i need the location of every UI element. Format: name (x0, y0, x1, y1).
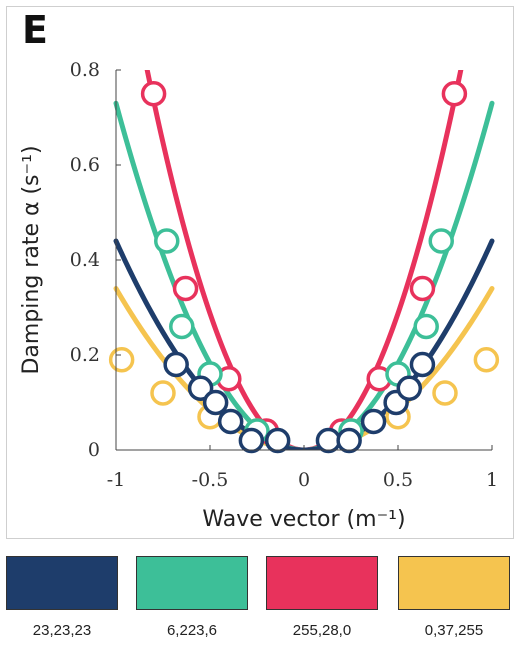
data-point-1-1 (172, 275, 199, 302)
y-tick-label-2: 0.4 (70, 249, 100, 271)
y-tick-label-0: 0 (88, 439, 100, 461)
data-point-0-0 (108, 347, 135, 373)
y-axis-title: Damping rate α (s⁻¹) (19, 145, 44, 374)
data-point-2-0 (154, 228, 180, 254)
data-point-2-6 (413, 313, 439, 340)
swatch-navy (6, 556, 118, 610)
x-tick-label-2: 0 (298, 469, 310, 491)
damping-rate-chart: -1 -0.5 0 0.5 1 0 0.2 0.4 0.6 0.8 Wave vector (m⁻¹… (19, 59, 500, 532)
data-point-2-1 (169, 313, 195, 340)
data-point-3-3 (217, 408, 244, 435)
swatch-yellow (398, 556, 510, 610)
data-point-3-0 (163, 351, 189, 378)
fit-curve-0 (113, 286, 495, 450)
data-point-3-6 (315, 427, 342, 454)
data-point-3-2 (202, 389, 229, 416)
swatch-teal (136, 556, 248, 610)
data-point-0-7 (473, 347, 500, 373)
data-point-2-7 (428, 228, 454, 254)
data-point-3-5 (264, 427, 291, 454)
fit-curve-1 (144, 70, 464, 450)
x-tick-label-1: -0.5 (192, 469, 229, 491)
data-point-0-1 (150, 380, 176, 406)
data-point-3-8 (360, 408, 387, 435)
swatch-label-pink: 255,28,0 (292, 622, 352, 639)
data-point-3-11 (409, 351, 436, 378)
data-point-3-10 (396, 375, 423, 401)
swatch-label-yellow: 0,37,255 (424, 622, 484, 639)
panel-letter: E (22, 8, 48, 52)
data-point-0-6 (432, 380, 458, 406)
data-point-3-4 (238, 427, 265, 454)
swatch-label-teal: 6,223,6 (166, 622, 218, 639)
swatch-pink (266, 556, 378, 610)
swatch-label-navy: 23,23,23 (32, 622, 92, 639)
x-axis-title: Wave vector (m⁻¹) (202, 507, 405, 532)
x-tick-label-4: 1 (486, 469, 498, 491)
data-point-1-6 (409, 275, 436, 302)
data-point-3-1 (187, 375, 214, 401)
x-tick-label-3: 0.5 (383, 469, 413, 491)
fit-curve-3 (113, 238, 495, 450)
y-tick-label-4: 0.8 (70, 59, 100, 81)
y-tick-label-1: 0.2 (70, 344, 100, 366)
data-point-3-7 (336, 427, 362, 454)
x-tick-label-0: -1 (107, 469, 126, 491)
color-swatch-row: 23,23,23 6,223,6 255,28,0 0,37,255 (0, 556, 521, 646)
data-point-1-7 (441, 81, 468, 107)
data-point-1-0 (140, 81, 167, 107)
y-tick-label-3: 0.6 (70, 154, 100, 176)
